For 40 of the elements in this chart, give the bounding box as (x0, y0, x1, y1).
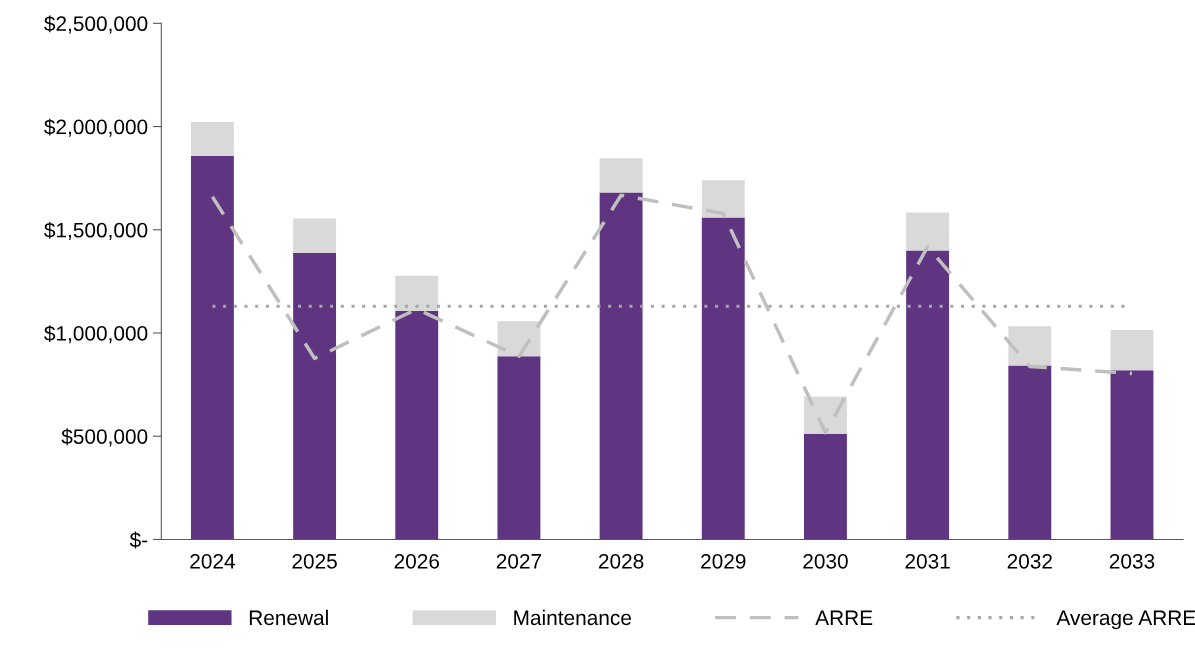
bar (1110, 370, 1154, 540)
y-tick-label: $2,000,000 (44, 118, 148, 137)
bar (395, 311, 439, 540)
line-series (210, 193, 1134, 435)
legend-label: Renewal (249, 609, 328, 626)
bar (803, 433, 847, 540)
bar (293, 218, 337, 253)
bar (190, 156, 234, 540)
y-tick-label: $1,500,000 (44, 221, 148, 240)
y-tick-label: $2,500,000 (44, 15, 148, 34)
x-tick-label: 2026 (394, 553, 440, 569)
bar (701, 180, 745, 218)
bar (599, 158, 643, 193)
bar (906, 212, 950, 251)
bar (497, 321, 541, 357)
bar (1110, 330, 1154, 371)
bar (293, 252, 337, 540)
x-tick-label: 2030 (803, 553, 848, 569)
bar (1008, 326, 1052, 366)
bar (906, 250, 950, 540)
legend-label: Average ARRE (1056, 610, 1195, 630)
x-tick-label: 2031 (905, 553, 950, 569)
x-tick-label: 2029 (701, 553, 746, 569)
bar (599, 192, 643, 540)
y-tick-label: $500,000 (61, 428, 148, 447)
bar (190, 122, 234, 157)
x-tick-label: 2024 (190, 553, 235, 569)
bar (497, 356, 541, 540)
legend-label: Maintenance (514, 609, 631, 626)
bar (395, 275, 439, 312)
y-tick-label: $- (129, 531, 148, 549)
legend-label: ARRE (815, 610, 873, 625)
x-tick-label: 2032 (1007, 553, 1052, 569)
x-tick-label: 2028 (598, 553, 644, 569)
y-tick-label: $1,000,000 (44, 325, 148, 344)
x-tick-label: 2025 (292, 553, 337, 569)
x-tick-label: 2033 (1109, 553, 1155, 569)
bar (1008, 365, 1052, 540)
x-tick-label: 2027 (496, 553, 542, 569)
bar (701, 217, 745, 540)
